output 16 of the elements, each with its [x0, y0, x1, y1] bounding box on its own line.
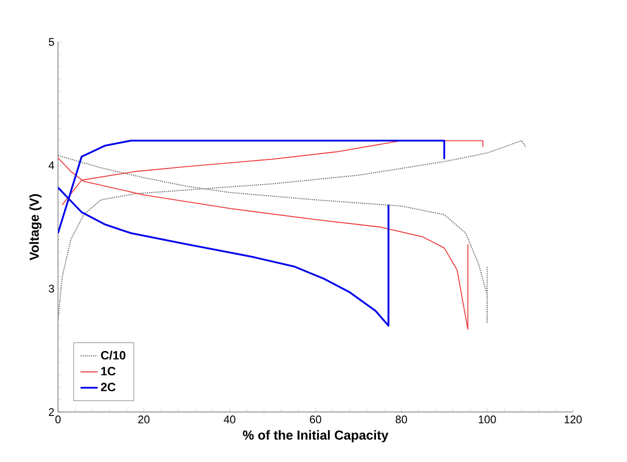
- legend-label: C/10: [101, 350, 126, 360]
- y-tick-label: 2: [48, 408, 54, 416]
- x-tick-label: 100: [478, 416, 496, 424]
- y-tick-label: 3: [48, 284, 54, 293]
- y-axis-title: Voltage (V): [29, 194, 42, 260]
- legend-label: 2C: [100, 382, 116, 392]
- x-tick-label: 60: [310, 416, 322, 424]
- x-axis-title: % of the Initial Capacity: [242, 430, 388, 442]
- x-tick-label: 80: [396, 416, 408, 424]
- y-tick-label: 4: [48, 162, 54, 170]
- legend-label: 1C: [101, 366, 116, 376]
- x-tick-label: 0: [55, 416, 61, 424]
- y-tick-label: 5: [48, 38, 54, 46]
- x-tick-label: 40: [224, 416, 236, 424]
- x-tick-label: 20: [138, 416, 150, 424]
- x-tick-label: 120: [564, 416, 582, 424]
